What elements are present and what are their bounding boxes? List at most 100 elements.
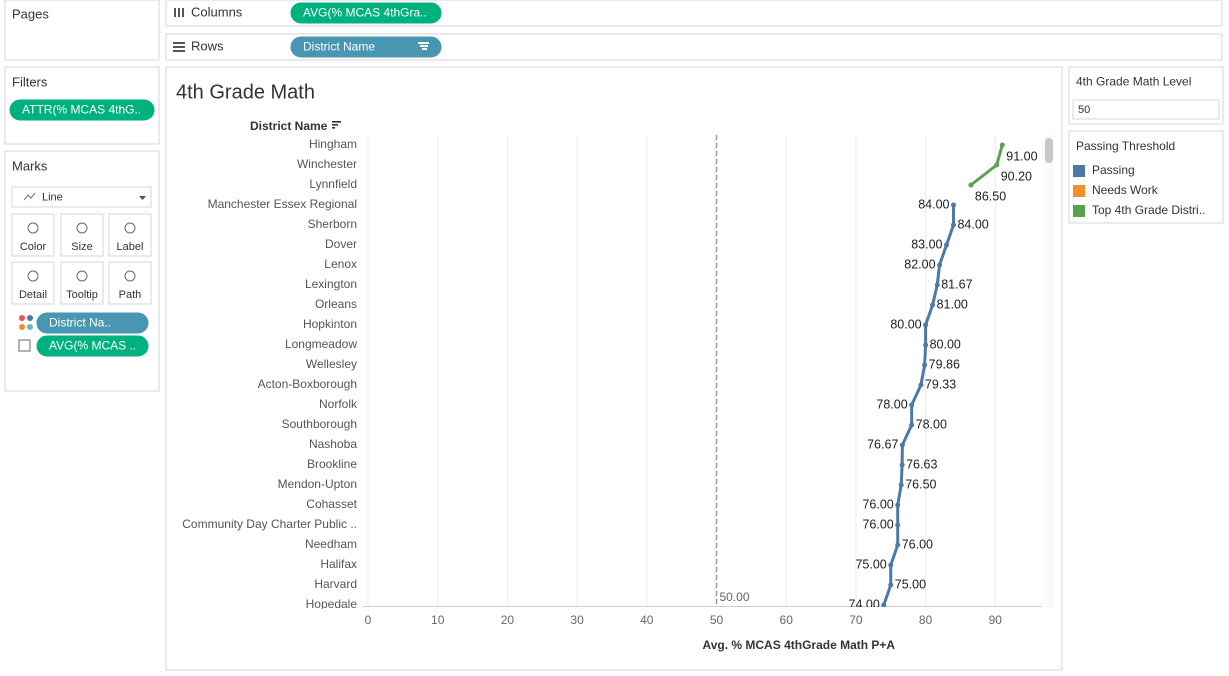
- color-dots-icon: [19, 315, 25, 321]
- sort-icon: [332, 124, 338, 126]
- data-label: 90.20: [1001, 169, 1032, 183]
- marks-pill-text[interactable]: District Na..: [49, 316, 111, 330]
- x-tick-label: 70: [849, 613, 863, 627]
- row-label: Lexington: [305, 277, 357, 291]
- mark-button[interactable]: [11, 213, 55, 257]
- data-label: 81.67: [941, 277, 972, 291]
- data-point: [881, 602, 887, 607]
- legend-label: Needs Work: [1092, 183, 1159, 197]
- data-point: [895, 502, 901, 508]
- columns-icon: [178, 8, 180, 17]
- filter-pill[interactable]: [9, 99, 155, 121]
- data-point: [923, 342, 929, 348]
- category-header: District Name: [250, 119, 328, 133]
- legend-swatch: [1073, 185, 1085, 197]
- marks-pill-text[interactable]: AVG(% MCAS ..: [49, 339, 136, 353]
- x-tick-label: 50: [710, 613, 724, 627]
- data-point: [888, 582, 894, 588]
- row-label: Lenox: [324, 257, 357, 271]
- mark-button-label: Tooltip: [66, 289, 98, 301]
- row-label: Southborough: [282, 417, 357, 431]
- data-label: 79.33: [925, 377, 956, 391]
- data-label: 76.00: [862, 497, 893, 511]
- label-icon: [18, 339, 31, 352]
- legend-panel: [1068, 130, 1224, 224]
- row-label: Dover: [325, 237, 357, 251]
- data-point: [909, 422, 915, 428]
- panel-title: 4th Grade Math Level: [1076, 75, 1191, 89]
- data-label: 83.00: [911, 237, 942, 251]
- sort-icon: [422, 48, 427, 50]
- data-label: 80.00: [930, 337, 961, 351]
- mark-button-label: Detail: [19, 289, 47, 301]
- scrollbar-thumb[interactable]: [1045, 138, 1053, 163]
- data-point: [934, 282, 940, 288]
- sort-icon: [332, 121, 341, 123]
- rows-pill[interactable]: [290, 36, 442, 58]
- mark-button[interactable]: [11, 261, 55, 305]
- data-label: 74.00: [849, 597, 880, 611]
- scrollbar-track[interactable]: [1044, 135, 1054, 607]
- data-point: [922, 362, 928, 368]
- data-point: [899, 442, 905, 448]
- data-label: 76.00: [902, 537, 933, 551]
- data-label: 78.00: [916, 417, 947, 431]
- row-label: Hingham: [309, 137, 357, 151]
- rows-pill-text[interactable]: District Name: [303, 40, 375, 54]
- rows-icon: [173, 50, 185, 52]
- data-point: [899, 462, 905, 468]
- data-label: 78.00: [876, 397, 907, 411]
- data-label: 79.86: [929, 357, 960, 371]
- legend-swatch: [1073, 205, 1085, 217]
- sort-icon: [420, 45, 428, 47]
- data-label: 76.50: [905, 477, 936, 491]
- mark-button[interactable]: [60, 261, 104, 305]
- mark-button-label: Path: [119, 289, 142, 301]
- row-label: Mendon-Upton: [278, 477, 357, 491]
- mark-type: Line: [42, 191, 63, 203]
- shelf-title: Columns: [191, 4, 243, 19]
- data-label: 84.00: [957, 217, 988, 231]
- mark-button[interactable]: [108, 261, 152, 305]
- panel-title: Marks: [12, 158, 48, 173]
- dropdown-arrow: [139, 196, 146, 200]
- data-label: 76.00: [862, 517, 893, 531]
- row-label: Winchester: [297, 157, 357, 171]
- row-label: Acton-Boxborough: [258, 377, 357, 391]
- data-label: 75.00: [895, 577, 926, 591]
- columns-pill-text[interactable]: AVG(% MCAS 4thGra..: [303, 6, 427, 20]
- sort-icon: [418, 42, 429, 44]
- chart-title: 4th Grade Math: [176, 81, 315, 103]
- mark-button-icon: [27, 222, 39, 234]
- legend-label: Top 4th Grade Distri..: [1092, 203, 1205, 217]
- row-label: Needham: [305, 537, 357, 551]
- row-label: Norfolk: [319, 397, 358, 411]
- filter-pill-text[interactable]: ATTR(% MCAS 4thG..: [22, 103, 141, 117]
- x-tick-label: 90: [989, 613, 1003, 627]
- data-point: [895, 522, 901, 528]
- row-label: Orleans: [315, 297, 357, 311]
- data-label: 81.00: [937, 297, 968, 311]
- sort-icon: [332, 127, 335, 129]
- mark-button-label: Label: [117, 241, 144, 253]
- columns-pill[interactable]: [290, 2, 442, 24]
- mark-type-dropdown[interactable]: [11, 186, 152, 208]
- mark-button[interactable]: [60, 213, 104, 257]
- data-label: 76.67: [867, 437, 898, 451]
- color-dots-icon: [27, 315, 33, 321]
- row-label: Nashoba: [309, 437, 357, 451]
- mark-button-label: Size: [71, 241, 92, 253]
- plot: 84.00 84.00 83.00 82.00 81.67 81.00 80.00 80.00…: [849, 142, 1038, 611]
- color-dots-icon: [19, 324, 25, 330]
- marks-pill[interactable]: [36, 312, 149, 334]
- mark-button[interactable]: [108, 213, 152, 257]
- x-tick-label: 30: [570, 613, 584, 627]
- x-tick-label: 80: [919, 613, 933, 627]
- columns-icon: [174, 8, 176, 17]
- marks-pill[interactable]: [36, 335, 149, 357]
- data-point: [909, 402, 915, 408]
- row-label: Cohasset: [306, 497, 357, 511]
- data-point: [937, 262, 943, 268]
- parameter-input[interactable]: [1072, 99, 1220, 120]
